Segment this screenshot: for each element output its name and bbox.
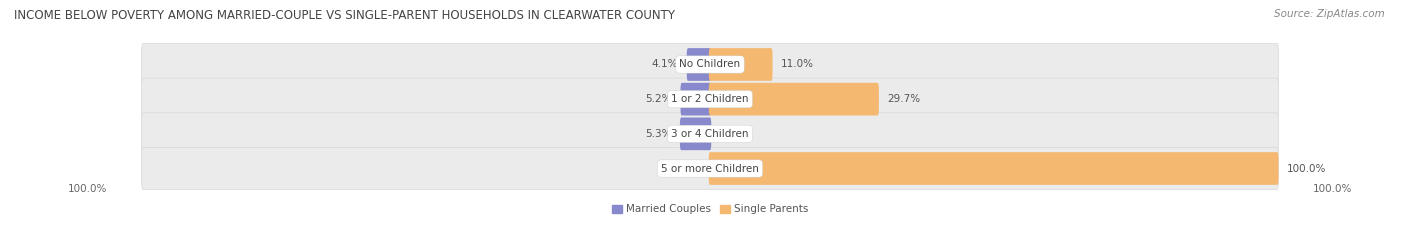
Text: 0.0%: 0.0% [718,129,745,139]
Text: 4.1%: 4.1% [652,59,678,69]
Text: 0.0%: 0.0% [675,164,702,174]
FancyBboxPatch shape [686,48,711,81]
FancyBboxPatch shape [709,48,772,81]
Text: 100.0%: 100.0% [1313,184,1353,194]
Legend: Married Couples, Single Parents: Married Couples, Single Parents [607,200,813,219]
Text: 5 or more Children: 5 or more Children [661,164,759,174]
Text: 3 or 4 Children: 3 or 4 Children [671,129,749,139]
FancyBboxPatch shape [709,152,1278,185]
Text: 100.0%: 100.0% [67,184,107,194]
FancyBboxPatch shape [709,83,879,116]
Text: Source: ZipAtlas.com: Source: ZipAtlas.com [1274,9,1385,19]
Text: 1 or 2 Children: 1 or 2 Children [671,94,749,104]
FancyBboxPatch shape [142,113,1278,155]
FancyBboxPatch shape [142,78,1278,120]
Text: INCOME BELOW POVERTY AMONG MARRIED-COUPLE VS SINGLE-PARENT HOUSEHOLDS IN CLEARWA: INCOME BELOW POVERTY AMONG MARRIED-COUPL… [14,9,675,22]
Text: 5.3%: 5.3% [645,129,672,139]
Text: 11.0%: 11.0% [782,59,814,69]
Text: 5.2%: 5.2% [645,94,672,104]
Text: No Children: No Children [679,59,741,69]
FancyBboxPatch shape [681,83,711,116]
FancyBboxPatch shape [142,43,1278,86]
Text: 29.7%: 29.7% [887,94,921,104]
FancyBboxPatch shape [142,147,1278,190]
Text: 100.0%: 100.0% [1286,164,1326,174]
FancyBboxPatch shape [681,117,711,150]
